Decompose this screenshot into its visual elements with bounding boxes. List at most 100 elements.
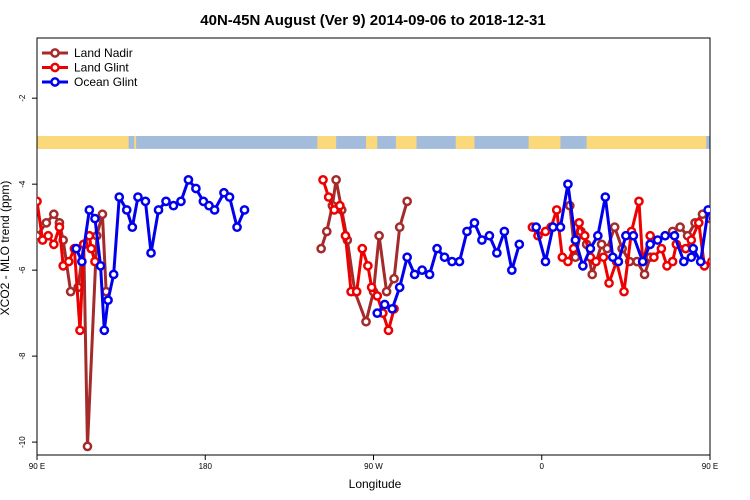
data-point	[637, 256, 648, 267]
data-point	[191, 183, 201, 194]
data-point	[75, 325, 85, 336]
data-point	[574, 218, 584, 228]
data-point	[725, 327, 732, 334]
data-point	[161, 196, 171, 207]
x-axis-label: Longitude	[349, 477, 402, 491]
data-point	[90, 213, 100, 224]
data-point	[71, 243, 82, 254]
data-point	[656, 243, 667, 254]
data-point	[65, 286, 76, 297]
series-group	[71, 175, 738, 336]
data-point	[734, 232, 741, 239]
data-point	[708, 215, 710, 222]
data-point	[477, 235, 487, 245]
y-tick-label: -6	[18, 266, 27, 274]
legend-marker	[50, 62, 60, 73]
data-point	[531, 222, 541, 233]
data-point	[103, 295, 113, 306]
band-land-segment	[366, 136, 378, 149]
surface-band	[37, 136, 710, 149]
data-point	[609, 222, 620, 233]
band-land-segment	[455, 136, 475, 149]
data-point	[114, 192, 125, 202]
data-point	[579, 230, 590, 241]
data-point	[48, 239, 59, 250]
data-point	[548, 222, 558, 233]
data-point	[591, 256, 601, 267]
x-tick-label: 90 W	[364, 462, 383, 471]
data-point	[153, 205, 164, 215]
data-point	[366, 282, 377, 293]
data-point	[357, 243, 368, 254]
data-point	[84, 205, 95, 215]
x-tick-label: 90 E	[29, 462, 45, 471]
data-point	[417, 265, 427, 275]
x-tick-label: 90 E	[702, 462, 718, 471]
data-point	[695, 256, 706, 267]
data-point	[688, 243, 699, 254]
data-point	[712, 249, 719, 256]
data-point	[693, 218, 704, 228]
data-point	[686, 252, 697, 263]
data-point	[176, 196, 186, 207]
data-point	[492, 248, 502, 258]
data-point	[731, 297, 738, 304]
data-point	[168, 200, 179, 211]
data-point	[707, 257, 710, 267]
data-point	[37, 196, 42, 207]
data-point	[721, 327, 728, 334]
data-point	[447, 256, 457, 267]
data-point	[387, 303, 398, 314]
data-point	[555, 222, 566, 233]
data-point	[331, 175, 341, 185]
data-point	[660, 230, 670, 241]
data-point	[402, 252, 412, 263]
data-point	[598, 252, 609, 263]
data-point	[97, 209, 108, 220]
data-point	[316, 243, 327, 254]
data-point	[639, 269, 650, 280]
data-point	[77, 256, 87, 267]
data-point	[484, 230, 495, 241]
legend-marker	[50, 77, 60, 87]
y-tick-label: -10	[18, 436, 27, 448]
y-axis-label: XCO2 - MLO trend (ppm)	[0, 181, 12, 316]
data-point	[499, 226, 510, 237]
data-point	[48, 209, 59, 220]
data-point	[686, 235, 697, 245]
data-point	[733, 232, 740, 239]
data-point	[108, 269, 119, 280]
y-tick-label: -8	[18, 352, 27, 360]
data-point	[54, 222, 65, 233]
data-point	[86, 243, 97, 254]
data-point	[239, 205, 250, 215]
y-axis: -2 -4 -6 -8 -10	[18, 94, 37, 448]
data-point	[372, 308, 383, 318]
band-land-segment	[317, 136, 337, 149]
data-point	[723, 241, 730, 248]
data-point	[389, 273, 399, 284]
data-point	[718, 288, 725, 295]
data-point	[602, 243, 613, 254]
data-point	[628, 230, 639, 241]
data-point	[675, 222, 685, 233]
band-land-segment	[395, 136, 417, 149]
data-point	[652, 235, 663, 245]
data-point	[718, 262, 725, 269]
band-land-segment	[37, 136, 129, 149]
data-point	[321, 226, 332, 237]
legend-label: Land Nadir	[74, 46, 133, 60]
data-point	[454, 256, 465, 267]
series-layer	[37, 175, 741, 452]
data-point	[462, 226, 472, 237]
data-point	[121, 205, 132, 215]
data-point	[439, 252, 450, 263]
chart-title: 40N-45N August (Ver 9) 2014-09-06 to 201…	[200, 12, 545, 29]
data-point	[383, 325, 394, 336]
data-point	[613, 256, 624, 267]
data-point	[409, 269, 420, 280]
data-point	[318, 175, 328, 185]
data-point	[146, 248, 156, 258]
